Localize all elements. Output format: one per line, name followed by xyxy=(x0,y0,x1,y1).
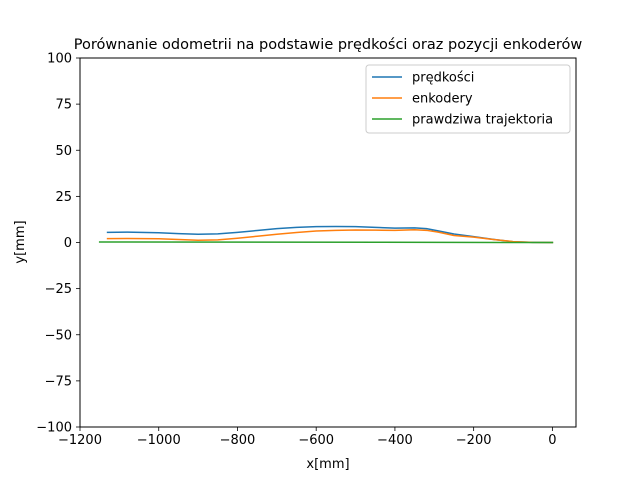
x-axis-ticks: −1200 −1000 −800 −600 −400 −200 0 xyxy=(58,427,557,448)
series-line-1 xyxy=(106,229,554,244)
x-tick-label: −200 xyxy=(456,433,492,448)
legend-label-0: prędkości xyxy=(412,71,474,86)
x-axis-label: x[mm] xyxy=(306,457,349,472)
y-tick-label: 100 xyxy=(47,52,72,67)
y-axis-label: y[mm] xyxy=(13,220,28,263)
y-tick-label: 75 xyxy=(55,98,72,113)
y-tick-label: 50 xyxy=(55,144,72,159)
y-tick-label: 25 xyxy=(55,190,72,205)
x-tick-label: −800 xyxy=(220,433,256,448)
x-tick-label: −1200 xyxy=(58,433,102,448)
legend-label-2: prawdziwa trajektoria xyxy=(412,113,553,128)
legend-label-1: enkodery xyxy=(412,92,473,107)
chart-title: Porównanie odometrii na podstawie prędko… xyxy=(74,37,583,53)
series-layer xyxy=(98,225,554,244)
x-tick-label: −400 xyxy=(377,433,413,448)
y-tick-label: −75 xyxy=(45,374,72,389)
x-tick-label: −600 xyxy=(298,433,334,448)
y-tick-label: −50 xyxy=(45,328,72,343)
legend: prędkości enkodery prawdziwa trajektoria xyxy=(365,64,571,134)
y-tick-label: 0 xyxy=(64,236,72,251)
legend-box xyxy=(365,64,571,134)
series-line-2 xyxy=(98,241,554,244)
y-tick-label: −100 xyxy=(36,421,72,436)
x-tick-label: −1000 xyxy=(137,433,181,448)
x-tick-label: 0 xyxy=(548,433,556,448)
y-axis-ticks: −100 −75 −50 −25 0 25 50 75 100 xyxy=(36,52,80,436)
y-tick-label: −25 xyxy=(45,282,72,297)
